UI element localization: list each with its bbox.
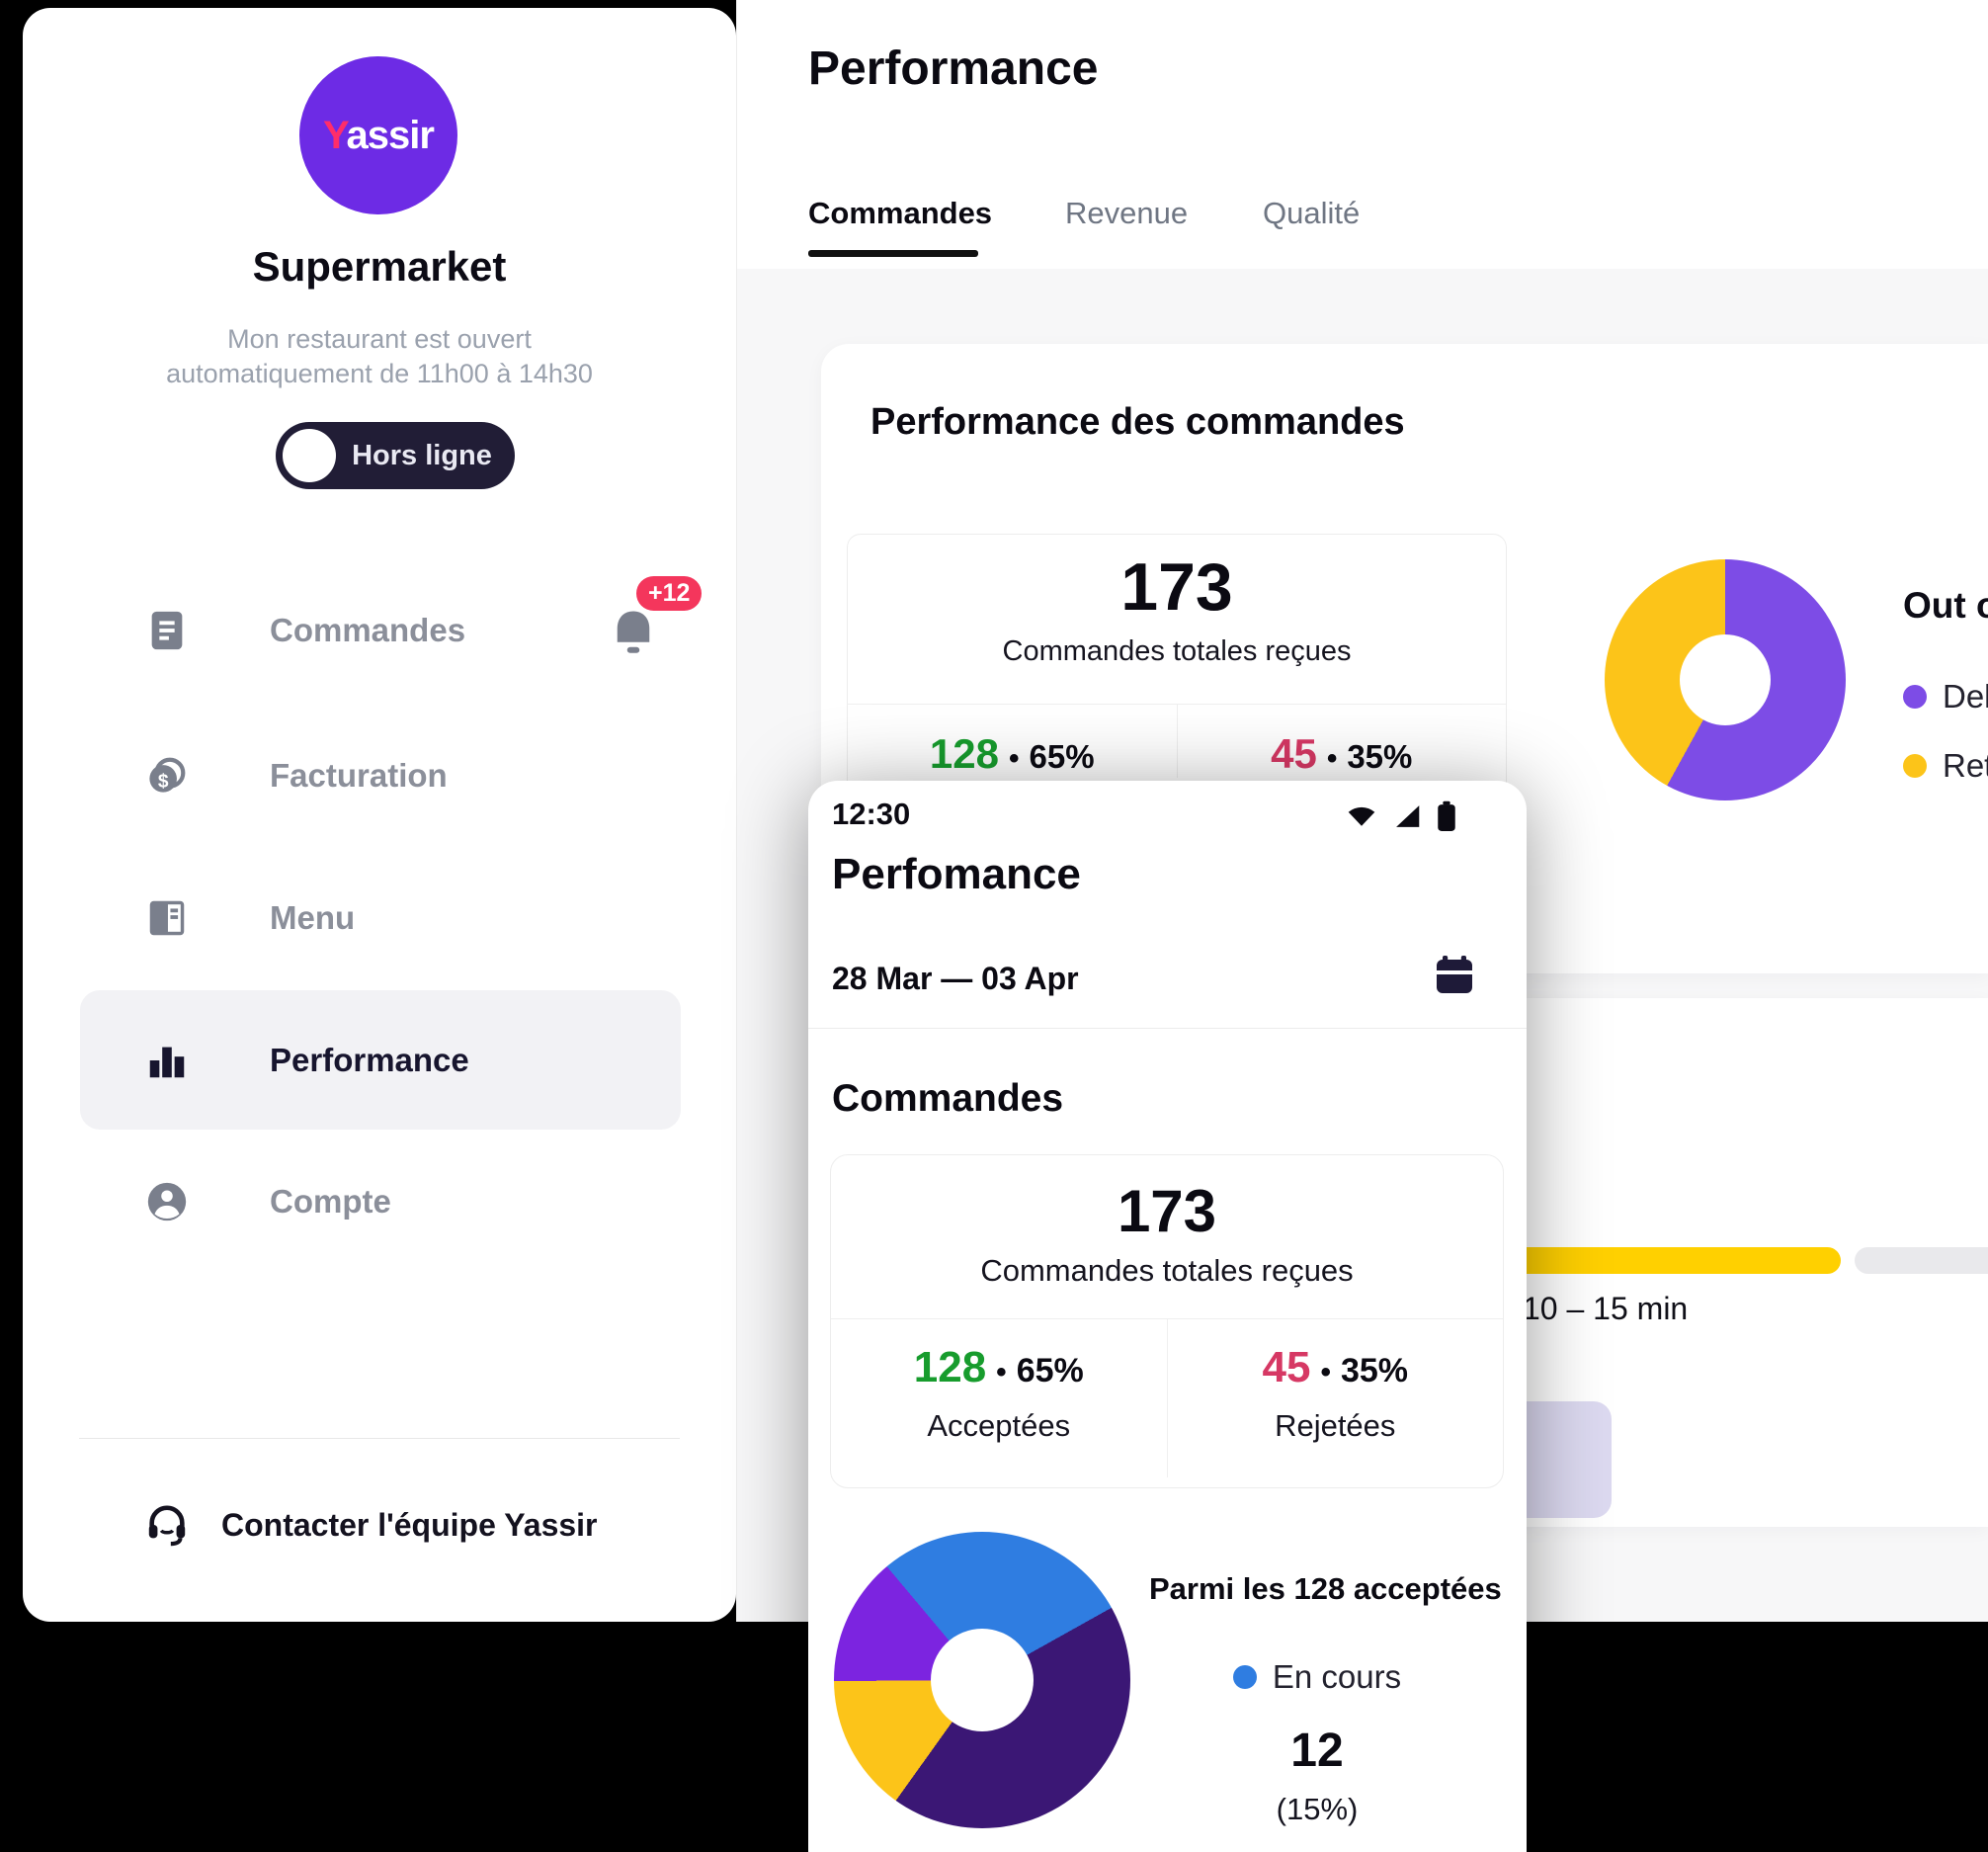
menu-book-icon [144, 895, 190, 941]
headset-icon [144, 1502, 190, 1548]
notification-bell-icon[interactable] [604, 604, 663, 663]
mobile-breakdown-panel: Parmi les 128 acceptées En cours 12 (15%… [1149, 1571, 1502, 1852]
mobile-accepted-pct: 65% [1016, 1352, 1084, 1389]
rejected-value: 45 [1271, 730, 1317, 777]
yellow-legend-dot [1903, 754, 1927, 778]
sidebar: Yassir Supermarket Mon restaurant est ou… [23, 8, 736, 1622]
total-orders-label: Commandes totales reçues [1002, 635, 1352, 667]
mobile-rejected-pct: 35% [1340, 1352, 1409, 1389]
sidebar-divider [79, 1438, 680, 1439]
purple-legend-dot [1903, 685, 1927, 709]
toggle-knob[interactable] [283, 429, 336, 482]
breakdown-legend: En cours [1149, 1658, 1485, 1696]
orders-badge: +12 [636, 576, 703, 611]
billing-coin-icon: $ [144, 753, 190, 799]
contact-support-link[interactable]: Contacter l'équipe Yassir [144, 1490, 598, 1559]
accepted-pct: 65% [1029, 738, 1095, 775]
sidebar-item-commandes[interactable]: Commandes +12 [80, 576, 703, 685]
user-account-icon [144, 1179, 190, 1224]
wifi-icon [1345, 802, 1378, 830]
orders-document-icon [144, 608, 190, 653]
date-range: 28 Mar — 03 Apr [832, 961, 1079, 996]
mobile-accepted-column: 128 • 65% Acceptées [831, 1319, 1167, 1477]
orders-card-title: Performance des commandes [870, 401, 1405, 443]
status-time: 12:30 [832, 797, 911, 831]
sidebar-item-menu[interactable]: Menu [80, 864, 681, 972]
bar-chart-icon [144, 1038, 190, 1083]
donut-legend-title: Out of [1903, 585, 1988, 626]
mobile-total-orders-label: Commandes totales reçues [980, 1253, 1354, 1288]
mobile-orders-stats-box: 173 Commandes totales reçues 128 • 65% A… [830, 1154, 1504, 1488]
tab-commandes[interactable]: Commandes [808, 196, 993, 230]
accepted-value: 128 [929, 730, 999, 777]
online-status-toggle[interactable]: Hors ligne [276, 422, 515, 489]
mobile-accepted-label: Acceptées [927, 1408, 1071, 1443]
mobile-status-bar: 12:30 [808, 781, 1527, 840]
cellular-signal-icon [1392, 802, 1422, 830]
legend-item-returned: Ret [1903, 747, 1988, 785]
yassir-logo-text: Yassir [323, 113, 435, 157]
mobile-rejected-column: 45 • 35% Rejetées [1166, 1319, 1504, 1477]
delivery-eta-label: 10 – 15 min [1523, 1291, 1689, 1326]
mobile-rejected-value: 45 [1262, 1343, 1311, 1391]
sidebar-item-compte[interactable]: Compte [80, 1147, 681, 1256]
rejected-column: 45 • 35% [1176, 705, 1507, 778]
tab-qualite[interactable]: Qualité [1263, 196, 1361, 230]
tab-revenue[interactable]: Revenue [1065, 196, 1189, 230]
breakdown-value: 12 [1290, 1725, 1344, 1777]
breakdown-pct: (15%) [1276, 1792, 1359, 1826]
total-orders-value: 173 [1120, 549, 1233, 625]
orders-donut-chart [1605, 559, 1846, 800]
mobile-app-overlay: 12:30 Perfomance 28 Mar — 03 Apr Command… [808, 781, 1527, 1852]
mobile-accepted-donut-chart [834, 1532, 1130, 1828]
blue-legend-dot [1232, 1665, 1257, 1689]
svg-text:$: $ [158, 772, 169, 793]
rejected-pct: 35% [1347, 738, 1413, 775]
mobile-section-title: Commandes [832, 1077, 1064, 1120]
page-title: Performance [808, 42, 1099, 95]
sidebar-item-performance[interactable]: Performance [80, 990, 681, 1130]
stats-divider [848, 704, 1506, 705]
battery-icon [1436, 800, 1457, 832]
delivery-progress-track [1855, 1247, 1988, 1274]
mobile-page-title: Perfomance [832, 850, 1081, 898]
yassir-logo: Yassir [299, 56, 457, 214]
restaurant-subtitle: Mon restaurant est ouvert automatiquemen… [166, 324, 593, 388]
active-tab-underline [808, 250, 978, 257]
mobile-header-divider [808, 1028, 1527, 1032]
mobile-rejected-label: Rejetées [1275, 1408, 1396, 1443]
calendar-icon[interactable] [1431, 951, 1478, 998]
mobile-total-orders-value: 173 [1117, 1178, 1217, 1244]
legend-item-delivered: Del [1903, 678, 1988, 716]
breakdown-title: Parmi les 128 acceptées [1149, 1571, 1502, 1606]
sidebar-item-facturation[interactable]: $ Facturation [80, 721, 681, 830]
accepted-column: 128 • 65% [929, 730, 1095, 777]
restaurant-name: Supermarket [252, 243, 507, 290]
toggle-label: Hors ligne [352, 439, 492, 471]
mobile-accepted-value: 128 [913, 1343, 987, 1391]
